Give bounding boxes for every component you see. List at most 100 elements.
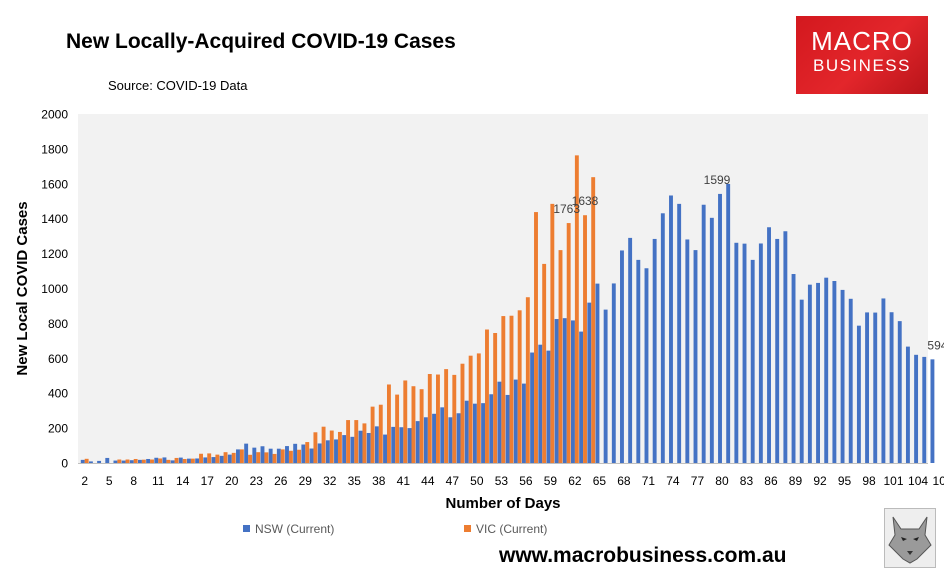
x-tick-label: 56 xyxy=(519,474,533,488)
x-tick-label: 89 xyxy=(789,474,803,488)
nsw-bar xyxy=(579,331,584,463)
nsw-bar xyxy=(865,312,870,463)
legend-label-nsw: NSW (Current) xyxy=(255,522,334,536)
nsw-bar xyxy=(358,430,363,463)
nsw-bar xyxy=(456,413,461,463)
vic-bar xyxy=(534,212,538,463)
website-url: www.macrobusiness.com.au xyxy=(499,544,787,567)
x-tick-label: 32 xyxy=(323,474,337,488)
nsw-bar xyxy=(571,320,575,463)
nsw-bar xyxy=(816,282,820,463)
nsw-bar xyxy=(799,299,804,463)
nsw-bar xyxy=(187,458,191,463)
nsw-bar xyxy=(538,344,543,463)
nsw-bar xyxy=(113,460,118,463)
nsw-bar xyxy=(701,204,706,464)
nsw-bar xyxy=(154,457,159,463)
nsw-bar xyxy=(881,298,886,463)
macrobusiness-logo: MACRO BUSINESS xyxy=(796,16,928,94)
vic-bar xyxy=(117,459,122,463)
nsw-bar xyxy=(611,283,616,463)
nsw-bar xyxy=(922,356,927,463)
nsw-bar xyxy=(824,277,829,463)
x-tick-label: 80 xyxy=(715,474,729,488)
nsw-bar xyxy=(383,434,387,463)
nsw-bar xyxy=(873,312,878,463)
x-tick-label: 29 xyxy=(299,474,313,488)
logo-line-2: BUSINESS xyxy=(813,56,911,75)
y-tick-label: 2000 xyxy=(41,108,68,122)
vic-bar xyxy=(182,458,187,463)
vic-bar xyxy=(223,452,228,463)
y-tick-label: 1200 xyxy=(41,247,68,261)
nsw-bar xyxy=(709,217,714,463)
nsw-bar xyxy=(767,227,771,463)
vic-bar xyxy=(419,389,424,463)
nsw-bar xyxy=(227,454,232,463)
nsw-bar xyxy=(129,460,134,463)
vic-bar xyxy=(174,457,179,463)
vic-bar xyxy=(558,250,563,463)
data-label: 594 xyxy=(927,338,944,352)
nsw-bar xyxy=(840,289,845,463)
x-tick-label: 44 xyxy=(421,474,435,488)
vic-bar xyxy=(501,316,506,463)
nsw-bar xyxy=(595,283,600,463)
nsw-bar xyxy=(325,440,330,463)
nsw-bar xyxy=(146,458,151,463)
nsw-bar xyxy=(293,443,298,464)
nsw-bar xyxy=(693,250,698,463)
nsw-bar xyxy=(669,195,673,464)
nsw-bar xyxy=(750,259,755,463)
vic-bar xyxy=(346,420,351,463)
nsw-bar xyxy=(415,421,420,463)
nsw-bar xyxy=(521,383,526,463)
nsw-bar xyxy=(628,237,633,463)
x-tick-label: 8 xyxy=(130,474,137,488)
x-tick-label: 74 xyxy=(666,474,680,488)
vic-bar xyxy=(256,452,261,463)
y-tick-label: 1600 xyxy=(41,177,68,191)
nsw-bar xyxy=(620,250,624,463)
vic-bar xyxy=(362,423,367,463)
vic-bar xyxy=(476,353,481,463)
wolf-mascot-icon xyxy=(884,508,936,568)
vic-bar xyxy=(248,454,252,463)
vic-bar xyxy=(215,454,220,463)
vic-bar xyxy=(297,449,302,463)
y-tick-label: 1800 xyxy=(41,142,68,156)
vic-bar xyxy=(264,452,269,463)
x-tick-label: 14 xyxy=(176,474,190,488)
legend-label-vic: VIC (Current) xyxy=(476,522,547,536)
vic-bar xyxy=(207,453,212,463)
nsw-bar xyxy=(211,457,216,463)
source-note: Source: COVID-19 Data xyxy=(108,78,248,93)
vic-bar xyxy=(329,430,334,463)
nsw-bar xyxy=(832,281,837,463)
vic-bar xyxy=(239,449,244,463)
nsw-bar xyxy=(334,439,338,463)
vic-bar xyxy=(288,450,293,464)
vic-bar xyxy=(321,426,326,463)
nsw-bar xyxy=(309,448,314,463)
nsw-bar xyxy=(399,427,404,463)
nsw-bar xyxy=(407,428,412,463)
x-tick-label: 41 xyxy=(397,474,411,488)
x-tick-label: 71 xyxy=(642,474,656,488)
x-tick-label: 35 xyxy=(348,474,362,488)
x-tick-label: 62 xyxy=(568,474,582,488)
vic-bar xyxy=(444,369,449,463)
nsw-bar xyxy=(905,346,910,463)
nsw-bar xyxy=(268,448,273,463)
vic-bar xyxy=(460,363,465,463)
x-tick-label: 5 xyxy=(106,474,113,488)
nsw-bar xyxy=(603,309,608,463)
vic-bar xyxy=(354,420,359,463)
vic-bar xyxy=(583,215,587,463)
x-tick-label: 38 xyxy=(372,474,386,488)
nsw-bar xyxy=(546,350,551,463)
vic-bar xyxy=(305,442,310,463)
y-tick-label: 0 xyxy=(61,457,68,471)
x-tick-label: 59 xyxy=(544,474,558,488)
